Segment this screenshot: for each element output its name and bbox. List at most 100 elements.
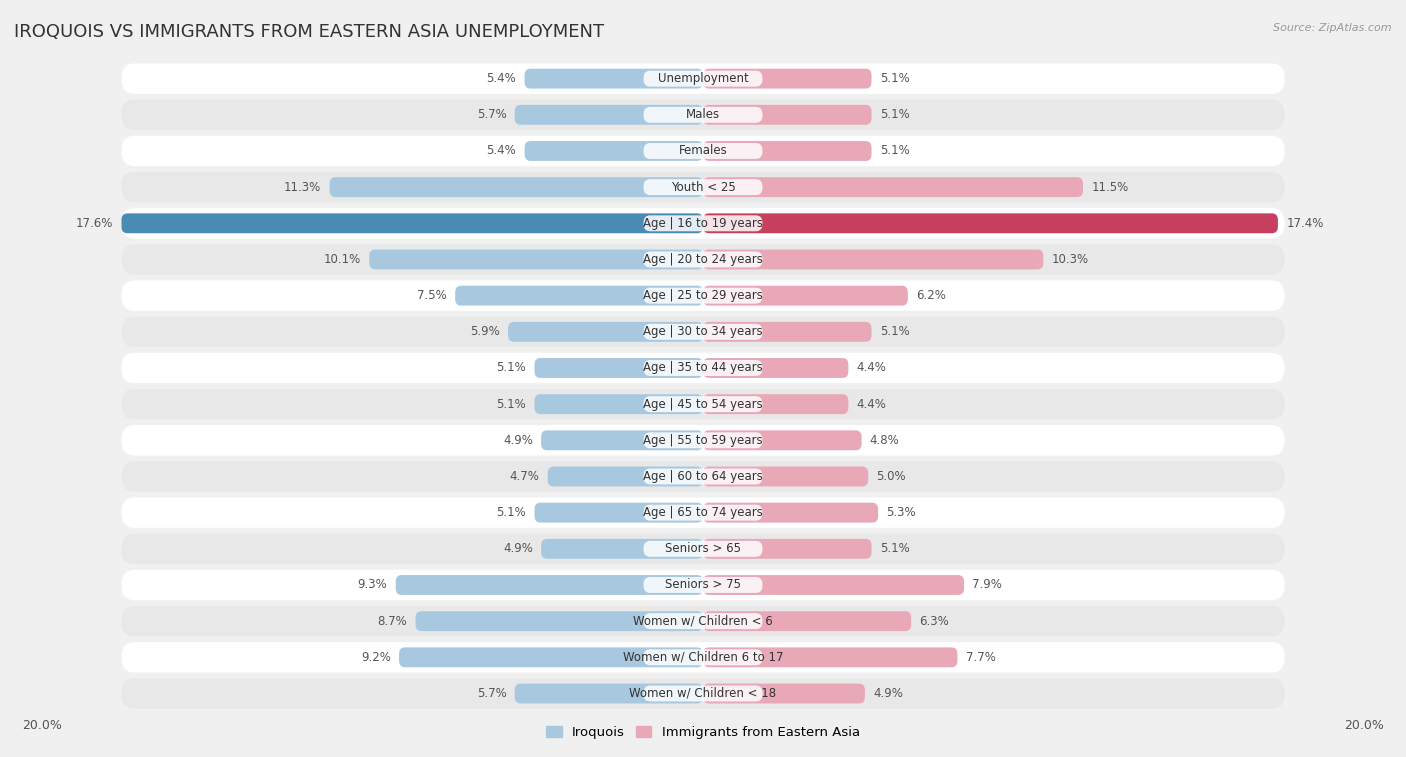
Text: 5.1%: 5.1% bbox=[880, 326, 910, 338]
FancyBboxPatch shape bbox=[644, 577, 762, 593]
FancyBboxPatch shape bbox=[121, 172, 1285, 202]
FancyBboxPatch shape bbox=[644, 143, 762, 159]
Text: 17.6%: 17.6% bbox=[76, 217, 114, 230]
Text: Age | 30 to 34 years: Age | 30 to 34 years bbox=[643, 326, 763, 338]
Text: Women w/ Children < 6: Women w/ Children < 6 bbox=[633, 615, 773, 628]
Text: Age | 65 to 74 years: Age | 65 to 74 years bbox=[643, 506, 763, 519]
FancyBboxPatch shape bbox=[703, 431, 862, 450]
FancyBboxPatch shape bbox=[121, 389, 1285, 419]
FancyBboxPatch shape bbox=[416, 611, 703, 631]
Text: 7.5%: 7.5% bbox=[418, 289, 447, 302]
Text: 6.3%: 6.3% bbox=[920, 615, 949, 628]
FancyBboxPatch shape bbox=[703, 69, 872, 89]
FancyBboxPatch shape bbox=[534, 394, 703, 414]
FancyBboxPatch shape bbox=[121, 280, 1285, 311]
FancyBboxPatch shape bbox=[644, 469, 762, 484]
Text: 4.9%: 4.9% bbox=[503, 434, 533, 447]
FancyBboxPatch shape bbox=[644, 650, 762, 665]
Text: 5.0%: 5.0% bbox=[876, 470, 905, 483]
FancyBboxPatch shape bbox=[121, 64, 1285, 94]
FancyBboxPatch shape bbox=[121, 570, 1285, 600]
Text: Women w/ Children < 18: Women w/ Children < 18 bbox=[630, 687, 776, 700]
FancyBboxPatch shape bbox=[644, 686, 762, 702]
FancyBboxPatch shape bbox=[121, 461, 1285, 492]
Text: 11.5%: 11.5% bbox=[1091, 181, 1129, 194]
FancyBboxPatch shape bbox=[644, 251, 762, 267]
FancyBboxPatch shape bbox=[703, 250, 1043, 269]
Text: Seniors > 75: Seniors > 75 bbox=[665, 578, 741, 591]
FancyBboxPatch shape bbox=[644, 505, 762, 521]
FancyBboxPatch shape bbox=[644, 215, 762, 232]
Text: Age | 55 to 59 years: Age | 55 to 59 years bbox=[643, 434, 763, 447]
FancyBboxPatch shape bbox=[703, 105, 872, 125]
Text: 4.7%: 4.7% bbox=[509, 470, 540, 483]
Text: Women w/ Children 6 to 17: Women w/ Children 6 to 17 bbox=[623, 651, 783, 664]
FancyBboxPatch shape bbox=[703, 394, 848, 414]
FancyBboxPatch shape bbox=[395, 575, 703, 595]
Text: Age | 25 to 29 years: Age | 25 to 29 years bbox=[643, 289, 763, 302]
Text: 5.1%: 5.1% bbox=[496, 397, 526, 410]
Text: 10.3%: 10.3% bbox=[1052, 253, 1088, 266]
Text: 4.9%: 4.9% bbox=[873, 687, 903, 700]
Text: 5.1%: 5.1% bbox=[496, 362, 526, 375]
Text: 5.1%: 5.1% bbox=[880, 108, 910, 121]
Text: 8.7%: 8.7% bbox=[378, 615, 408, 628]
FancyBboxPatch shape bbox=[703, 141, 872, 161]
FancyBboxPatch shape bbox=[644, 432, 762, 448]
FancyBboxPatch shape bbox=[703, 358, 848, 378]
FancyBboxPatch shape bbox=[703, 213, 1278, 233]
FancyBboxPatch shape bbox=[703, 611, 911, 631]
FancyBboxPatch shape bbox=[644, 396, 762, 412]
FancyBboxPatch shape bbox=[703, 684, 865, 703]
FancyBboxPatch shape bbox=[121, 245, 1285, 275]
Text: 5.1%: 5.1% bbox=[880, 72, 910, 85]
FancyBboxPatch shape bbox=[644, 107, 762, 123]
FancyBboxPatch shape bbox=[121, 678, 1285, 709]
FancyBboxPatch shape bbox=[703, 503, 879, 522]
FancyBboxPatch shape bbox=[524, 141, 703, 161]
FancyBboxPatch shape bbox=[644, 324, 762, 340]
Text: Age | 20 to 24 years: Age | 20 to 24 years bbox=[643, 253, 763, 266]
Text: 5.7%: 5.7% bbox=[477, 108, 506, 121]
Text: 5.3%: 5.3% bbox=[886, 506, 915, 519]
FancyBboxPatch shape bbox=[644, 70, 762, 86]
Text: 5.7%: 5.7% bbox=[477, 687, 506, 700]
FancyBboxPatch shape bbox=[121, 642, 1285, 672]
FancyBboxPatch shape bbox=[121, 213, 703, 233]
FancyBboxPatch shape bbox=[541, 539, 703, 559]
Text: 7.9%: 7.9% bbox=[973, 578, 1002, 591]
Text: 4.4%: 4.4% bbox=[856, 362, 887, 375]
FancyBboxPatch shape bbox=[534, 358, 703, 378]
FancyBboxPatch shape bbox=[644, 288, 762, 304]
Text: IROQUOIS VS IMMIGRANTS FROM EASTERN ASIA UNEMPLOYMENT: IROQUOIS VS IMMIGRANTS FROM EASTERN ASIA… bbox=[14, 23, 605, 41]
Text: 4.8%: 4.8% bbox=[870, 434, 900, 447]
FancyBboxPatch shape bbox=[121, 208, 1285, 238]
FancyBboxPatch shape bbox=[703, 647, 957, 667]
Text: 11.3%: 11.3% bbox=[284, 181, 322, 194]
Text: 6.2%: 6.2% bbox=[917, 289, 946, 302]
FancyBboxPatch shape bbox=[644, 360, 762, 376]
FancyBboxPatch shape bbox=[703, 177, 1083, 197]
Text: Females: Females bbox=[679, 145, 727, 157]
FancyBboxPatch shape bbox=[703, 285, 908, 306]
FancyBboxPatch shape bbox=[703, 575, 965, 595]
FancyBboxPatch shape bbox=[121, 100, 1285, 130]
Text: Source: ZipAtlas.com: Source: ZipAtlas.com bbox=[1274, 23, 1392, 33]
FancyBboxPatch shape bbox=[370, 250, 703, 269]
FancyBboxPatch shape bbox=[534, 503, 703, 522]
Text: Seniors > 65: Seniors > 65 bbox=[665, 542, 741, 556]
Text: Age | 45 to 54 years: Age | 45 to 54 years bbox=[643, 397, 763, 410]
Text: 9.2%: 9.2% bbox=[361, 651, 391, 664]
Text: 5.4%: 5.4% bbox=[486, 72, 516, 85]
Text: Age | 35 to 44 years: Age | 35 to 44 years bbox=[643, 362, 763, 375]
Text: 5.1%: 5.1% bbox=[880, 542, 910, 556]
FancyBboxPatch shape bbox=[644, 540, 762, 557]
Text: 4.4%: 4.4% bbox=[856, 397, 887, 410]
FancyBboxPatch shape bbox=[121, 425, 1285, 456]
Text: Youth < 25: Youth < 25 bbox=[671, 181, 735, 194]
FancyBboxPatch shape bbox=[399, 647, 703, 667]
FancyBboxPatch shape bbox=[644, 179, 762, 195]
FancyBboxPatch shape bbox=[541, 431, 703, 450]
FancyBboxPatch shape bbox=[703, 466, 868, 487]
Text: 4.9%: 4.9% bbox=[503, 542, 533, 556]
